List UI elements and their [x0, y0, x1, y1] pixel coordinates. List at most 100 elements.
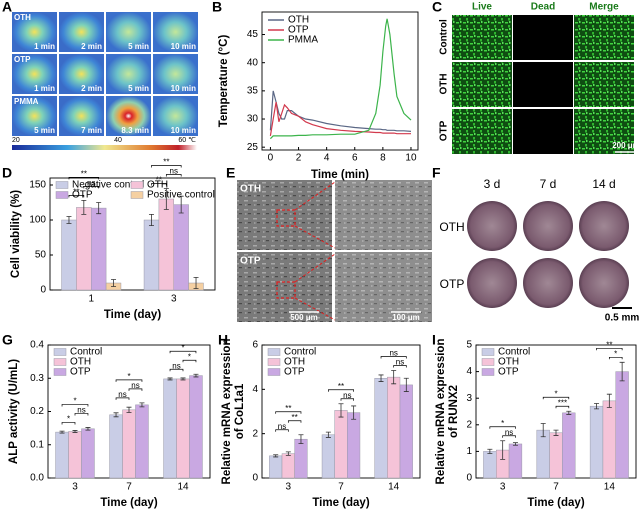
significance-bracket — [74, 413, 89, 416]
significance-label: ** — [73, 188, 79, 197]
thermal-spot — [12, 54, 57, 94]
x-tick-label: 3 — [171, 294, 177, 305]
bar — [55, 431, 69, 479]
bar — [281, 453, 295, 479]
plot-frame — [261, 11, 419, 151]
significance-label: ** — [156, 176, 162, 185]
y-tick-label: 0.2 — [30, 406, 44, 417]
row-label: OTH — [240, 184, 261, 195]
sem-image — [237, 180, 332, 250]
y-tick-label: 35 — [247, 85, 259, 96]
significance-label: ns — [505, 428, 513, 437]
column-header: 14 d — [592, 177, 615, 191]
thermal-spot — [12, 12, 57, 52]
panel-letter: A — [2, 0, 12, 15]
error-bar — [391, 370, 397, 385]
y-tick-label: 50 — [35, 250, 47, 261]
y-tick-label: 0.3 — [30, 373, 44, 384]
colorbar-label: 60 ℃ — [178, 137, 196, 144]
x-tick-label: 7 — [553, 482, 559, 493]
bar — [68, 431, 82, 479]
y-axis-label: of CoL1a1 — [234, 383, 246, 439]
significance-label: * — [614, 349, 617, 358]
legend-label: OTP — [498, 367, 519, 378]
sample-disc — [523, 201, 573, 251]
significance-label: * — [554, 389, 557, 398]
significance-label: ** — [163, 158, 169, 167]
significance-label: * — [181, 343, 184, 352]
significance-label: * — [67, 415, 70, 424]
legend-label: OTP — [288, 25, 309, 36]
error-bar — [85, 427, 91, 431]
legend-swatch — [481, 358, 495, 366]
legend-label: OTH — [284, 357, 305, 368]
bar — [122, 409, 136, 479]
significance-bracket — [83, 186, 100, 189]
row-label: Control — [439, 19, 450, 55]
bar — [562, 412, 576, 479]
sample-disc — [579, 201, 629, 251]
legend-swatch — [267, 368, 281, 376]
significance-label: *** — [558, 398, 567, 407]
y-tick-label: 4 — [252, 384, 258, 395]
legend-label: OTP — [70, 367, 91, 378]
legend-label: OTH — [70, 357, 91, 368]
scale-label: 100 μm — [392, 313, 420, 322]
significance-bracket — [115, 397, 130, 400]
error-bar — [111, 279, 117, 287]
thermal-spot — [153, 12, 198, 52]
legend-swatch — [53, 358, 67, 366]
error-bar — [180, 377, 186, 381]
y-tick-label: 3 — [466, 393, 472, 404]
fluorescence-image — [513, 62, 573, 107]
error-bar — [59, 430, 65, 434]
error-bar — [148, 214, 154, 226]
significance-bracket — [68, 195, 85, 198]
time-label: 10 min — [171, 126, 196, 135]
x-tick-label: 7 — [338, 482, 344, 493]
bar — [387, 376, 401, 479]
bar — [602, 400, 616, 479]
zoom-line — [294, 181, 336, 211]
error-bar — [606, 393, 612, 408]
error-bar — [96, 202, 102, 215]
bar — [143, 219, 160, 291]
time-label: 10 min — [171, 84, 196, 93]
y-tick-label: 100 — [29, 215, 46, 226]
significance-bracket — [393, 365, 407, 368]
significance-bracket — [608, 356, 623, 360]
significance-label: * — [73, 397, 76, 406]
time-label: 1 min — [34, 42, 55, 51]
error-bar — [193, 373, 199, 378]
significance-bracket — [275, 411, 302, 414]
significance-bracket — [165, 174, 182, 177]
y-tick-label: 5 — [466, 340, 472, 351]
colorbar — [12, 145, 197, 150]
significance-label: ns — [389, 349, 397, 358]
y-tick-label: 0 — [252, 473, 258, 484]
x-tick-label: 7 — [126, 482, 132, 493]
legend-swatch — [130, 191, 144, 199]
bar — [135, 404, 149, 479]
thermal-spot — [59, 12, 104, 52]
sem-image — [237, 252, 332, 322]
error-bar — [139, 402, 145, 408]
zoom-line — [294, 225, 336, 249]
legend-swatch — [53, 348, 67, 356]
significance-label: * — [127, 372, 130, 381]
y-tick-label: 2 — [466, 419, 472, 430]
x-tick-label: 0 — [268, 153, 274, 164]
row-label: OTP — [439, 120, 450, 141]
fluorescence-image — [513, 109, 573, 154]
error-bar — [113, 412, 119, 418]
colorbar-label: 20 — [12, 137, 20, 144]
legend-swatch — [267, 358, 281, 366]
error-bar — [66, 216, 72, 224]
time-label: 10 min — [171, 42, 196, 51]
time-label: 5 min — [34, 126, 55, 135]
significance-bracket — [542, 396, 570, 400]
sample-disc — [467, 258, 517, 308]
legend-swatch — [55, 191, 69, 199]
bar — [334, 410, 348, 479]
sample-disc — [523, 258, 573, 308]
